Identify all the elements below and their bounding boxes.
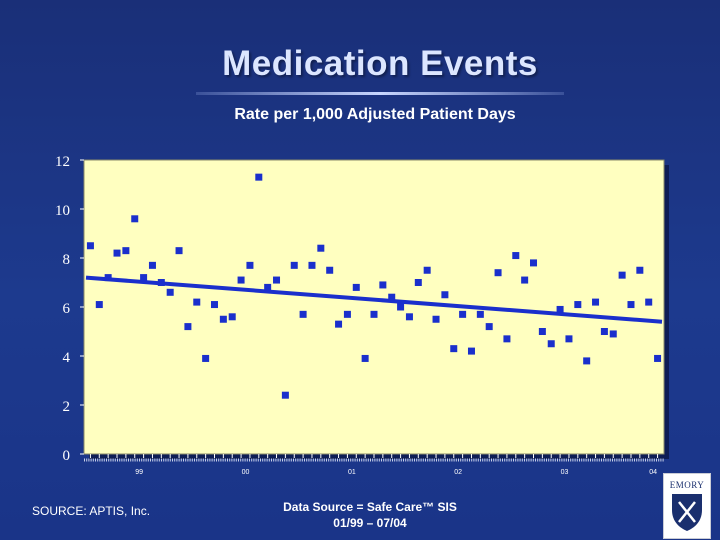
data-point xyxy=(273,276,281,284)
data-point xyxy=(441,291,449,299)
data-point xyxy=(228,313,236,321)
data-point xyxy=(219,315,227,323)
data-point xyxy=(361,354,369,362)
x-month-ticks xyxy=(89,454,659,458)
x-year-label: 00 xyxy=(242,469,250,476)
y-tick-label: 2 xyxy=(63,399,71,415)
data-source-note: Data Source = Safe Care™ SIS 01/99 – 07/… xyxy=(270,499,470,531)
data-point xyxy=(308,261,316,269)
data-point xyxy=(246,261,254,269)
data-point xyxy=(299,310,307,318)
data-point xyxy=(547,340,555,348)
data-point xyxy=(210,301,218,309)
chart-title: Rate per 1,000 Adjusted Patient Days xyxy=(234,106,516,123)
data-point xyxy=(476,310,484,318)
logo-text: EMORY xyxy=(669,480,705,490)
x-year-label: 99 xyxy=(135,469,143,476)
data-point xyxy=(556,305,564,313)
x-year-label: 02 xyxy=(454,469,462,476)
data-point xyxy=(140,274,148,282)
data-point xyxy=(397,303,405,311)
data-point xyxy=(317,244,325,252)
data-point xyxy=(237,276,245,284)
data-point xyxy=(388,293,396,301)
data-point xyxy=(423,266,431,274)
y-tick-label: 12 xyxy=(55,154,70,170)
data-source-range: 01/99 – 07/04 xyxy=(333,516,407,530)
data-point xyxy=(148,261,156,269)
data-point xyxy=(521,276,529,284)
data-point xyxy=(122,247,130,255)
data-point xyxy=(131,215,139,223)
source-label: SOURCE: APTIS, Inc. xyxy=(32,504,151,518)
data-point xyxy=(450,345,458,353)
data-point xyxy=(86,242,94,250)
y-tick-label: 8 xyxy=(63,252,71,268)
data-point xyxy=(335,320,343,328)
data-point xyxy=(281,391,289,399)
data-point xyxy=(157,279,165,286)
x-year-label: 04 xyxy=(649,469,657,476)
data-point xyxy=(202,354,210,362)
data-point xyxy=(574,301,582,309)
x-year-label: 01 xyxy=(348,469,356,476)
data-point xyxy=(538,328,546,335)
y-tick-label: 0 xyxy=(63,448,71,464)
data-point xyxy=(432,315,440,323)
data-point xyxy=(627,301,635,309)
data-point xyxy=(414,279,422,286)
data-point xyxy=(379,281,387,289)
data-point xyxy=(459,310,467,318)
shield-icon xyxy=(672,494,702,531)
emory-logo: EMORY xyxy=(663,473,711,539)
data-point xyxy=(654,354,662,362)
data-point xyxy=(512,252,520,260)
data-point xyxy=(255,173,263,181)
data-point xyxy=(113,249,121,257)
data-point xyxy=(352,283,360,291)
x-year-label: 03 xyxy=(561,469,569,476)
data-point xyxy=(175,247,183,255)
data-point xyxy=(592,298,600,306)
data-point xyxy=(600,328,608,335)
data-point xyxy=(609,330,617,338)
data-point xyxy=(290,261,298,269)
data-point xyxy=(503,335,511,343)
data-point xyxy=(467,347,475,355)
data-point xyxy=(618,271,626,279)
data-point xyxy=(264,283,272,291)
data-point xyxy=(530,259,538,267)
trend-line xyxy=(85,275,663,324)
data-point xyxy=(370,310,378,318)
data-point xyxy=(565,335,573,343)
data-point xyxy=(494,269,502,277)
data-point xyxy=(485,323,493,331)
data-point xyxy=(645,298,653,306)
plot-area xyxy=(83,159,665,455)
slide-title: Medication Events xyxy=(222,44,538,83)
data-point xyxy=(583,357,591,365)
data-point xyxy=(193,298,201,306)
data-point xyxy=(343,310,351,318)
data-source-line: Data Source = Safe Care™ SIS xyxy=(283,500,457,514)
data-point xyxy=(104,274,112,282)
data-point xyxy=(166,288,174,296)
data-point xyxy=(405,313,413,321)
data-point xyxy=(326,266,334,274)
data-point xyxy=(636,266,644,274)
y-tick-label: 10 xyxy=(55,203,70,219)
y-tick-label: 6 xyxy=(63,301,71,317)
data-point xyxy=(95,301,103,309)
data-point xyxy=(184,323,192,331)
y-tick-label: 4 xyxy=(63,350,71,366)
title-underline xyxy=(196,92,564,95)
